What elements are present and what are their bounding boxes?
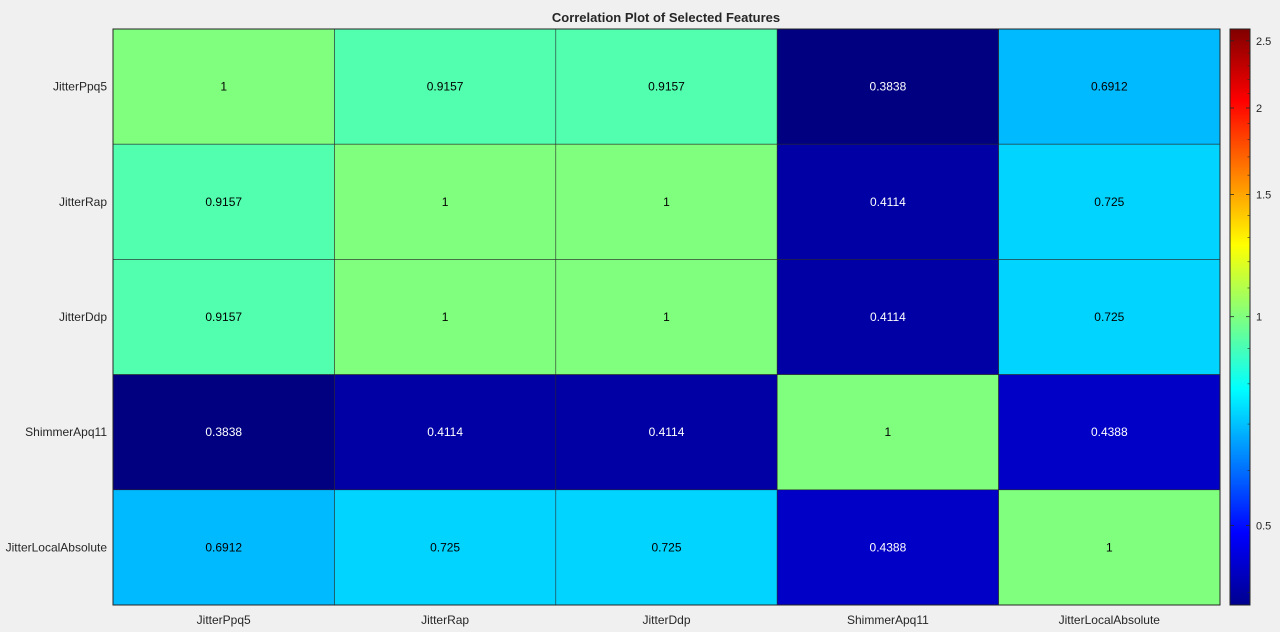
colorbar-tick-label: 1.5 <box>1256 190 1271 202</box>
heatmap-cell <box>112 489 335 606</box>
heatmap-cell <box>555 143 778 260</box>
y-tick-label: JitterLocalAbsolute <box>6 540 108 554</box>
x-tick-label: ShimmerApq11 <box>847 613 929 627</box>
cell-value-label: 0.9157 <box>205 195 242 209</box>
heatmap-cell <box>334 259 557 375</box>
cell-value-label: 0.4388 <box>1091 425 1128 439</box>
cell-value-label: 0.3838 <box>870 80 907 94</box>
heatmap-cell <box>555 259 778 375</box>
cell-value-label: 0.3838 <box>205 425 242 439</box>
cell-value-label: 0.9157 <box>205 310 242 324</box>
heatmap-cell <box>334 28 557 145</box>
cell-value-label: 0.4114 <box>427 425 463 439</box>
heatmap-cell <box>998 143 1221 260</box>
cell-value-label: 0.725 <box>1094 195 1124 209</box>
cell-value-label: 0.4114 <box>649 425 685 439</box>
cell-value-label: 1 <box>663 195 670 209</box>
heatmap-cell <box>998 374 1221 491</box>
colorbar-ticks: 0.5 1 1.5 2 2.5 <box>1230 36 1271 593</box>
cell-value-label: 1 <box>442 195 449 209</box>
y-tick-label: JitterPpq5 <box>53 80 107 94</box>
colorbar-tick-label: 2 <box>1256 103 1262 115</box>
cell-value-label: 0.6912 <box>1091 80 1128 94</box>
cell-value-label: 1 <box>663 310 670 324</box>
cell-value-label: 1 <box>885 425 892 439</box>
cell-value-label: 0.9157 <box>427 80 464 94</box>
heatmap-cell <box>776 374 999 491</box>
cell-value-label: 0.9157 <box>648 80 685 94</box>
heatmap-cells: 1 0.9157 0.9157 0.3838 0.6912 0.9157 1 1 0.4114 0… <box>112 28 1221 606</box>
x-tick-label: JitterRap <box>421 613 469 627</box>
y-axis-tick-labels: JitterPpq5 JitterRap JitterDdp ShimmerApq11… <box>6 80 108 555</box>
x-tick-label: JitterPpq5 <box>197 613 251 627</box>
cell-value-label: 1 <box>220 80 227 94</box>
cell-value-label: 1 <box>1106 540 1113 554</box>
cell-value-label: 0.4114 <box>870 310 906 324</box>
heatmap-cell <box>998 28 1221 145</box>
colorbar-tick-label: 2.5 <box>1256 36 1271 48</box>
heatmap-cell <box>998 259 1221 375</box>
heatmap-cell <box>555 489 778 606</box>
heatmap-cell <box>334 489 557 606</box>
x-tick-label: JitterLocalAbsolute <box>1059 613 1161 627</box>
y-tick-label: ShimmerApq11 <box>25 425 107 439</box>
cell-value-label: 0.4114 <box>870 195 906 209</box>
plot-border <box>112 28 1221 606</box>
cell-value-label: 0.725 <box>651 540 681 554</box>
chart-title: Correlation Plot of Selected Features <box>552 10 780 25</box>
x-axis-tick-labels: JitterPpq5 JitterRap JitterDdp ShimmerApq11… <box>197 613 1161 627</box>
cell-value-label: 0.725 <box>430 540 460 554</box>
heatmap-cell <box>776 259 999 375</box>
heatmap-cell <box>776 28 999 145</box>
heatmap-cell <box>334 374 557 491</box>
y-tick-label: JitterRap <box>59 195 107 209</box>
heatmap-cell <box>112 143 335 260</box>
colorbar-tick-label: 0.5 <box>1256 520 1271 532</box>
cell-value-label: 1 <box>442 310 449 324</box>
colorbar-tick-label: 1 <box>1256 312 1262 324</box>
heatmap-cell <box>334 143 557 260</box>
cell-value-label: 0.725 <box>1094 310 1124 324</box>
x-tick-label: JitterDdp <box>642 613 690 627</box>
y-tick-label: JitterDdp <box>59 310 107 324</box>
cell-value-label: 0.6912 <box>205 540 242 554</box>
heatmap-cell <box>112 28 335 145</box>
cell-value-label: 0.4388 <box>870 540 907 554</box>
heatmap-cell <box>555 374 778 491</box>
heatmap-cell <box>998 489 1221 606</box>
